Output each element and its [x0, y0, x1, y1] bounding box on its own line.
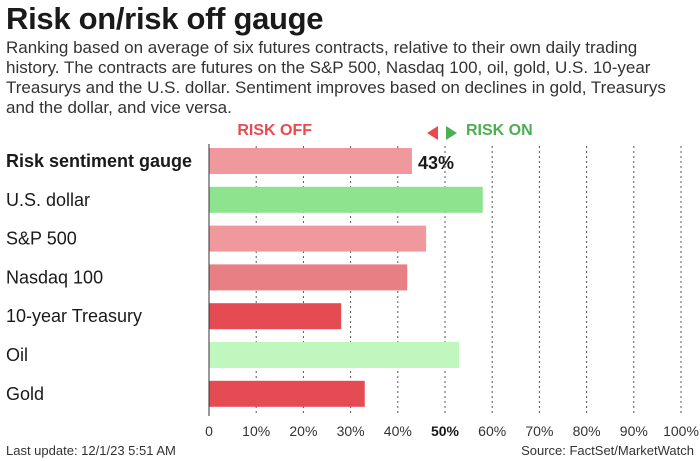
bar: [209, 225, 427, 252]
x-tick-label: 70%: [525, 423, 553, 439]
bar: [209, 186, 483, 213]
category-label: 10-year Treasury: [6, 306, 142, 326]
x-tick-label: 80%: [573, 423, 601, 439]
bar: [209, 148, 412, 174]
risk-on-label: RISK ON: [466, 122, 533, 139]
x-tick-label: 0: [205, 423, 213, 439]
x-tick-label: 20%: [289, 423, 317, 439]
bar: [209, 303, 342, 330]
right-arrow-icon: [446, 126, 457, 140]
x-tick-label: 60%: [478, 423, 506, 439]
bar: [209, 342, 460, 368]
x-tick-label: 30%: [337, 423, 365, 439]
data-label: 43%: [418, 153, 454, 173]
chart-title: Risk on/risk off gauge: [6, 1, 324, 36]
category-label: U.S. dollar: [6, 190, 90, 210]
category-label: Risk sentiment gauge: [6, 151, 192, 171]
x-tick-label: 40%: [384, 423, 412, 439]
source-credit: Source: FactSet/MarketWatch: [521, 443, 694, 458]
x-tick-label: 100%: [663, 423, 699, 439]
category-label: Oil: [6, 345, 28, 365]
bar: [209, 380, 365, 407]
category-label: Gold: [6, 384, 44, 404]
x-tick-label: 50%: [431, 423, 460, 439]
bar: [209, 264, 408, 291]
x-tick-label: 10%: [242, 423, 270, 439]
risk-legend: RISK OFF RISK ON: [0, 122, 700, 144]
left-arrow-icon: [427, 126, 438, 140]
x-tick-label: 90%: [620, 423, 648, 439]
category-label: S&P 500: [6, 229, 77, 249]
last-update: Last update: 12/1/23 5:51 AM: [6, 443, 176, 458]
category-label: Nasdaq 100: [6, 267, 103, 287]
chart-subtitle: Ranking based on average of six futures …: [6, 38, 666, 117]
risk-off-label: RISK OFF: [237, 122, 312, 139]
